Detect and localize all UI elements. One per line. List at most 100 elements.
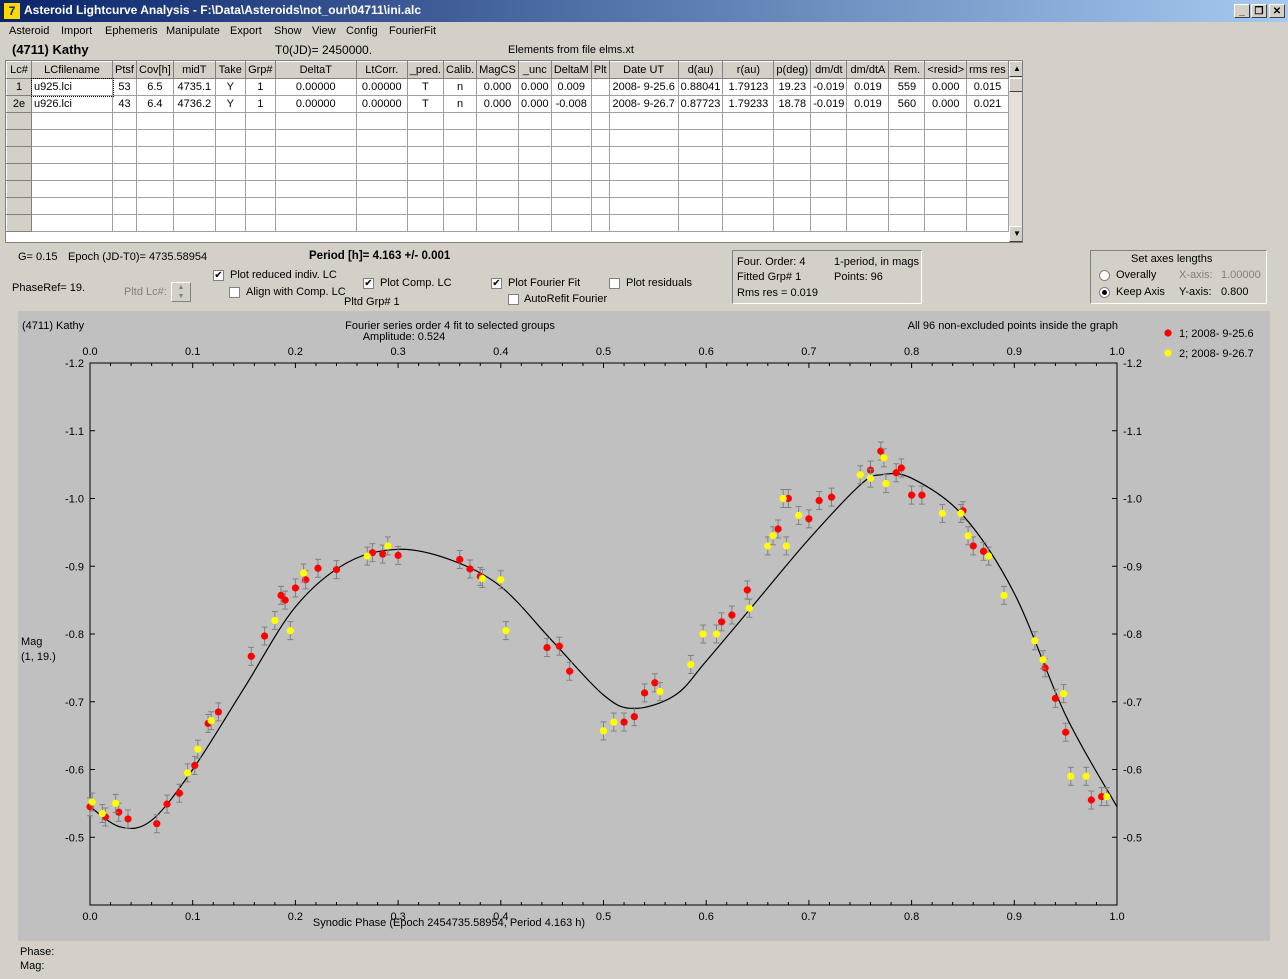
table-cell[interactable] — [924, 129, 968, 147]
table-cell[interactable] — [244, 197, 276, 215]
table-cell[interactable]: T — [406, 95, 445, 113]
table-cell[interactable]: 19.23 — [773, 78, 812, 96]
table-cell[interactable] — [810, 112, 848, 130]
table-cell[interactable] — [773, 180, 812, 198]
table-cell[interactable]: 0.000 — [517, 78, 552, 96]
table-cell[interactable] — [722, 214, 775, 232]
table-cell[interactable] — [214, 146, 246, 164]
table-cell[interactable] — [924, 163, 968, 181]
table-cell[interactable] — [31, 180, 113, 198]
column-header[interactable]: Plt — [590, 61, 610, 79]
menu-show[interactable]: Show — [274, 25, 302, 37]
table-cell[interactable] — [846, 163, 890, 181]
table-cell[interactable] — [274, 214, 357, 232]
column-header[interactable]: Rem. — [888, 61, 926, 79]
table-cell[interactable] — [406, 129, 445, 147]
table-cell[interactable] — [172, 163, 216, 181]
table-cell[interactable]: 0.87723 — [677, 95, 724, 113]
table-cell[interactable] — [888, 163, 926, 181]
scroll-down-icon[interactable]: ▼ — [1009, 226, 1022, 242]
table-cell[interactable] — [172, 214, 216, 232]
menu-config[interactable]: Config — [346, 25, 378, 37]
table-cell[interactable] — [677, 129, 724, 147]
table-cell[interactable] — [476, 163, 519, 181]
table-cell[interactable] — [517, 146, 552, 164]
table-cell[interactable] — [846, 180, 890, 198]
table-cell[interactable] — [355, 163, 408, 181]
table-cell[interactable] — [214, 129, 246, 147]
table-cell[interactable]: -0.008 — [550, 95, 592, 113]
table-cell[interactable]: 2008- 9-25.6 — [608, 78, 679, 96]
table-cell[interactable] — [722, 180, 775, 198]
table-cell[interactable]: 0.88041 — [677, 78, 724, 96]
row-header[interactable] — [6, 112, 32, 130]
column-header[interactable]: DeltaM — [550, 61, 592, 79]
table-cell[interactable] — [214, 197, 246, 215]
table-cell[interactable] — [810, 129, 848, 147]
column-header[interactable]: Cov[h] — [136, 61, 174, 79]
table-row[interactable] — [6, 180, 1009, 198]
row-header[interactable] — [6, 129, 32, 147]
table-cell[interactable] — [846, 214, 890, 232]
table-cell[interactable]: 0.000 — [476, 78, 519, 96]
table-cell[interactable] — [406, 146, 445, 164]
table-cell[interactable] — [31, 146, 113, 164]
table-cell[interactable] — [590, 163, 610, 181]
table-cell[interactable]: 1.79123 — [722, 78, 775, 96]
table-cell[interactable] — [608, 129, 679, 147]
plot-reduced-checkbox[interactable]: ✔ — [213, 270, 224, 281]
table-cell[interactable]: 4736.2 — [172, 95, 216, 113]
menu-ephemeris[interactable]: Ephemeris — [105, 25, 158, 37]
table-cell[interactable] — [112, 197, 137, 215]
table-cell[interactable] — [442, 197, 478, 215]
table-scrollbar[interactable]: ▲ ▼ — [1009, 61, 1022, 242]
table-cell[interactable] — [406, 180, 445, 198]
table-cell[interactable] — [476, 197, 519, 215]
table-cell[interactable] — [355, 112, 408, 130]
table-cell[interactable]: 0.021 — [966, 95, 1009, 113]
table-cell[interactable] — [136, 146, 174, 164]
table-cell[interactable]: T — [406, 78, 445, 96]
table-cell[interactable] — [924, 180, 968, 198]
table-cell[interactable] — [172, 146, 216, 164]
table-cell[interactable] — [677, 214, 724, 232]
table-cell[interactable] — [172, 129, 216, 147]
table-cell[interactable] — [476, 146, 519, 164]
table-cell[interactable] — [406, 163, 445, 181]
table-cell[interactable] — [112, 146, 137, 164]
table-cell[interactable] — [773, 129, 812, 147]
column-header[interactable]: dm/dt — [810, 61, 848, 79]
table-cell[interactable] — [924, 197, 968, 215]
table-cell[interactable] — [136, 129, 174, 147]
lightcurve-chart[interactable]: (4711) Kathy Fourier series order 4 fit … — [18, 311, 1270, 941]
table-cell[interactable] — [590, 78, 610, 96]
table-cell[interactable] — [888, 197, 926, 215]
column-header[interactable]: Lc# — [6, 61, 32, 79]
table-cell[interactable] — [677, 146, 724, 164]
table-cell[interactable] — [966, 197, 1009, 215]
table-cell[interactable] — [355, 129, 408, 147]
column-header[interactable]: Date UT — [608, 61, 679, 79]
table-cell[interactable] — [517, 112, 552, 130]
table-cell[interactable] — [966, 214, 1009, 232]
table-cell[interactable] — [966, 112, 1009, 130]
table-cell[interactable] — [274, 129, 357, 147]
table-cell[interactable] — [172, 197, 216, 215]
table-cell[interactable]: 0.015 — [966, 78, 1009, 96]
table-row[interactable] — [6, 163, 1009, 181]
table-row[interactable] — [6, 112, 1009, 130]
column-header[interactable]: midT — [172, 61, 216, 79]
table-cell[interactable] — [722, 112, 775, 130]
x-axis-value[interactable]: 1.00000 — [1221, 269, 1261, 281]
table-cell[interactable] — [31, 214, 113, 232]
table-cell[interactable] — [608, 197, 679, 215]
column-header[interactable]: LtCorr. — [355, 61, 408, 79]
menu-asteroid[interactable]: Asteroid — [9, 25, 50, 37]
table-cell[interactable] — [355, 146, 408, 164]
column-header[interactable]: Ptsf — [112, 61, 137, 79]
table-cell[interactable]: u926.lci — [31, 95, 113, 113]
table-cell[interactable] — [722, 129, 775, 147]
table-cell[interactable]: 2008- 9-26.7 — [608, 95, 679, 113]
